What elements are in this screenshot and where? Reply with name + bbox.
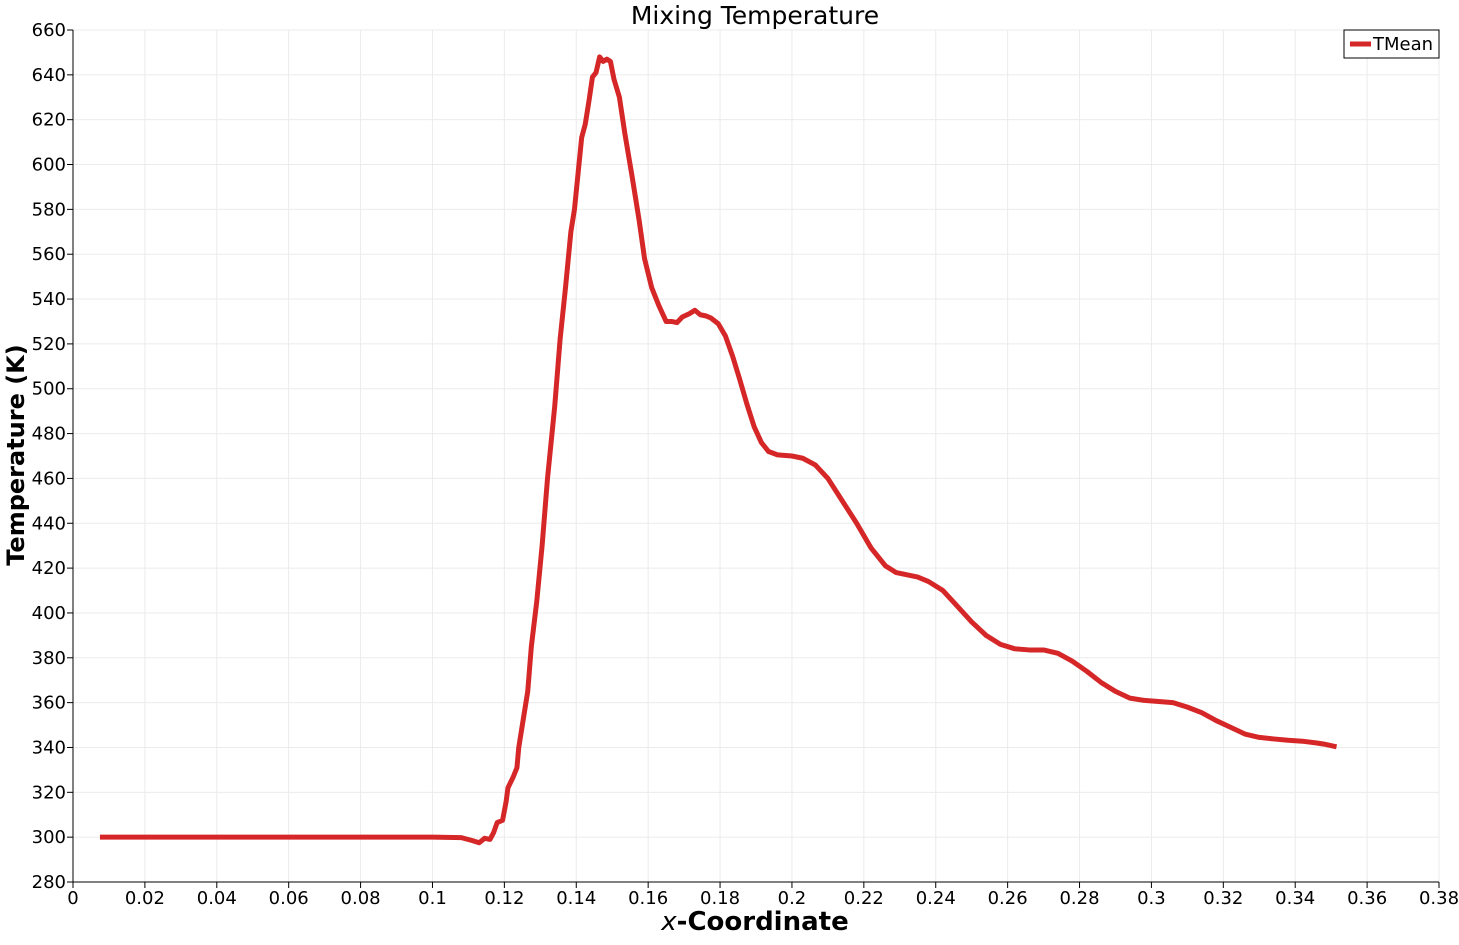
x-tick-label: 0.34: [1275, 888, 1315, 909]
x-axis-label-italic: x: [660, 907, 677, 937]
series-layer: [99, 54, 1338, 846]
y-tick-label: 480: [32, 424, 66, 445]
y-tick-label: 360: [32, 693, 66, 714]
x-tick-label: 0.12: [484, 888, 524, 909]
x-tick-label: 0.28: [1059, 888, 1099, 909]
y-tick-label: 640: [32, 65, 66, 86]
x-tick-label: 0.26: [988, 888, 1028, 909]
y-tick-label: 440: [32, 513, 66, 534]
y-tick-label: 460: [32, 468, 66, 489]
x-tick-label: 0.02: [125, 888, 165, 909]
x-tick-label: 0.04: [197, 888, 237, 909]
legend-label: TMean: [1372, 34, 1433, 55]
x-tick-label: 0.18: [700, 888, 740, 909]
x-tick-label: 0.14: [556, 888, 596, 909]
x-tick-label: 0.24: [916, 888, 956, 909]
y-tick-label: 420: [32, 558, 66, 579]
y-axis-label: Temperature (K): [2, 344, 30, 566]
x-tick-label: 0: [67, 888, 78, 909]
y-tick-label: 380: [32, 648, 66, 669]
y-tick-label: 660: [32, 20, 66, 41]
y-tick-label: 520: [32, 334, 66, 355]
x-tick-label: 0.32: [1203, 888, 1243, 909]
x-tick-label: 0.08: [341, 888, 381, 909]
grid: [72, 29, 1440, 883]
y-tick-label: 540: [32, 289, 66, 310]
x-axis-label-rest: -Coordinate: [677, 907, 849, 937]
y-tick-label: 400: [32, 603, 66, 624]
chart-title: Mixing Temperature: [631, 1, 879, 30]
x-tick-label: 0.1: [418, 888, 447, 909]
x-tick-label: 0.3: [1137, 888, 1166, 909]
y-tick-label: 340: [32, 737, 66, 758]
x-tick-label: 0.2: [778, 888, 807, 909]
x-tick-label: 0.16: [628, 888, 668, 909]
y-tick-label: 560: [32, 244, 66, 265]
x-tick-label: 0.22: [844, 888, 884, 909]
series-line-tmean: [99, 54, 1338, 846]
x-axis-label: x-Coordinate: [660, 907, 848, 937]
legend: TMean: [1343, 29, 1440, 59]
y-tick-label: 620: [32, 110, 66, 131]
x-tick-label: 0.38: [1419, 888, 1459, 909]
axes: 0 0.02 0.04 0.06 0.08 0.1 0.12 0.14 0.16 0.18 0.2 0…: [32, 20, 1459, 909]
x-tick-label: 0.36: [1347, 888, 1387, 909]
y-tick-label: 600: [32, 155, 66, 176]
y-tick-label: 500: [32, 379, 66, 400]
y-tick-label: 320: [32, 782, 66, 803]
y-tick-label: 280: [32, 872, 66, 893]
x-tick-label: 0.06: [269, 888, 309, 909]
y-tick-label: 580: [32, 199, 66, 220]
y-tick-label: 300: [32, 827, 66, 848]
